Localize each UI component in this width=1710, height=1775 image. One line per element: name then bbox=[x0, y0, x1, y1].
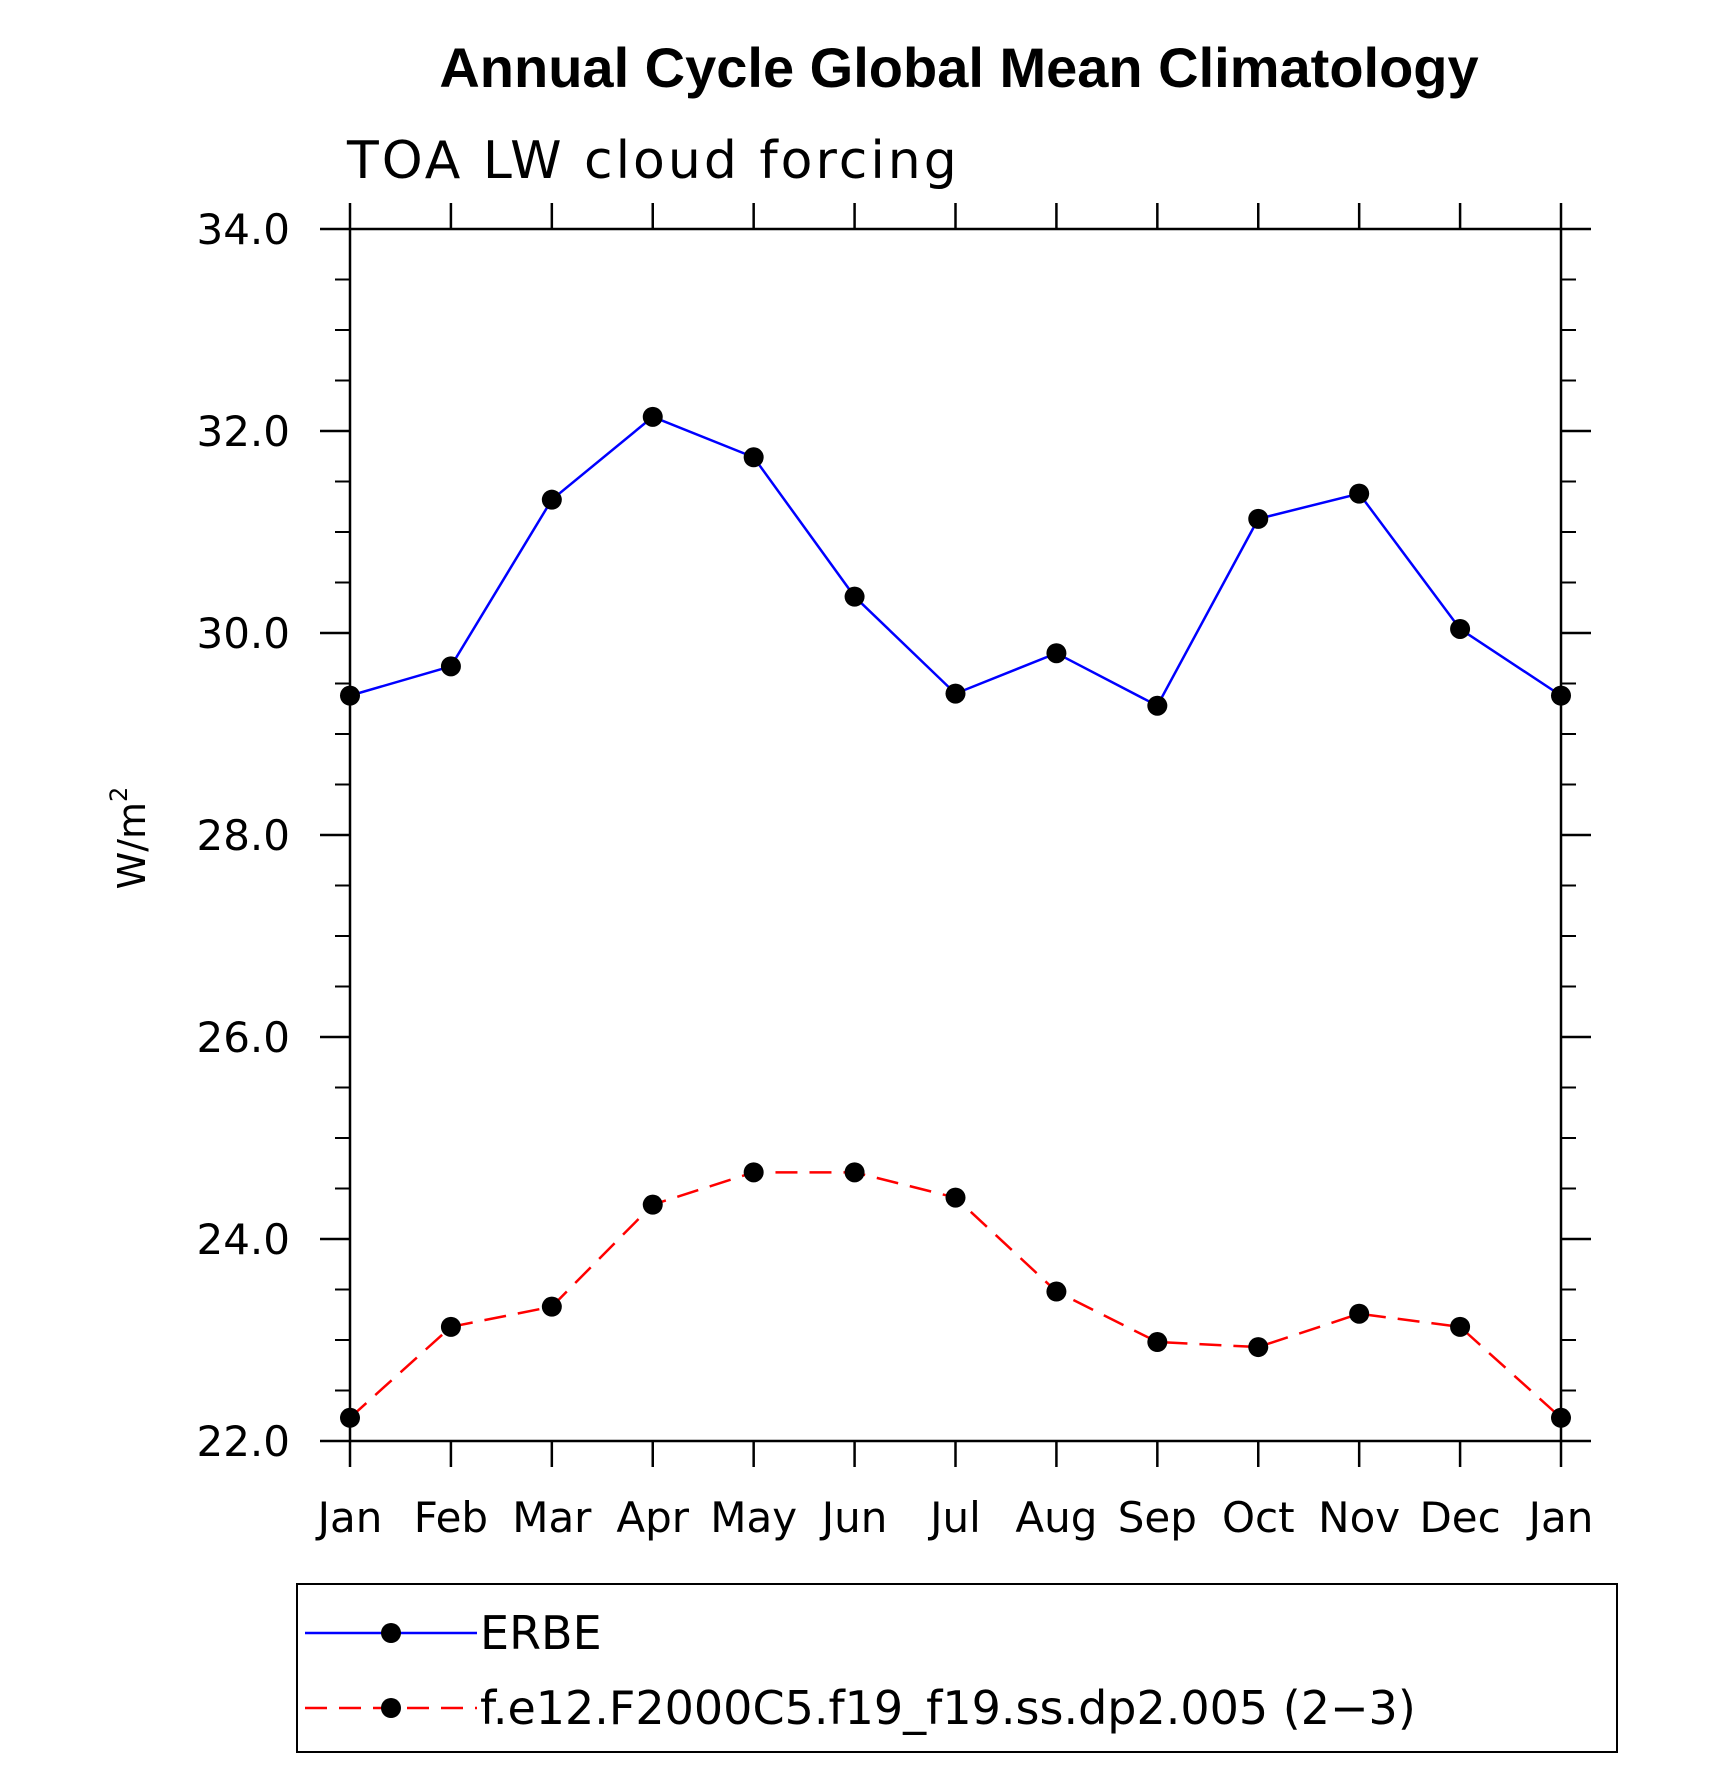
legend-box bbox=[296, 1583, 1618, 1753]
x-tick-label: Oct bbox=[1222, 1493, 1295, 1542]
x-tick-label: Dec bbox=[1419, 1493, 1500, 1542]
data-point bbox=[1551, 1407, 1571, 1428]
data-point bbox=[945, 1187, 966, 1208]
legend-label: f.e12.F2000C5.f19_f19.ss.dp2.005 (2−3) bbox=[480, 1681, 1416, 1735]
x-tick-label: Mar bbox=[512, 1493, 592, 1542]
svg-text:W/m2: W/m2 bbox=[105, 787, 154, 890]
data-point bbox=[1349, 483, 1370, 504]
data-point bbox=[743, 447, 764, 468]
data-point bbox=[945, 683, 966, 704]
y-axis-label-superscript: 2 bbox=[105, 787, 133, 802]
series-points bbox=[340, 406, 1571, 1428]
x-tick-label: Jun bbox=[819, 1493, 888, 1542]
axis-ticks bbox=[320, 203, 1591, 1467]
data-point bbox=[440, 1316, 461, 1337]
data-point bbox=[844, 1162, 865, 1183]
data-point bbox=[1147, 1332, 1168, 1353]
x-tick-label: Nov bbox=[1318, 1493, 1400, 1542]
series-line-1 bbox=[349, 1171, 1562, 1419]
chart-subtitle: TOA LW cloud forcing bbox=[346, 131, 960, 191]
data-point bbox=[844, 586, 865, 607]
legend-swatch-marker bbox=[381, 1698, 401, 1718]
data-point bbox=[1450, 1316, 1471, 1337]
y-tick-label: 34.0 bbox=[196, 205, 290, 254]
x-tick-label: May bbox=[710, 1493, 797, 1542]
data-point bbox=[642, 1194, 663, 1215]
y-tick-label: 24.0 bbox=[196, 1215, 290, 1264]
data-point bbox=[1046, 1281, 1067, 1302]
series-lines bbox=[349, 415, 1562, 1419]
data-point bbox=[541, 1296, 562, 1317]
data-point bbox=[340, 685, 360, 706]
data-point bbox=[340, 1407, 360, 1428]
data-point bbox=[642, 406, 663, 427]
chart-title: Annual Cycle Global Mean Climatology bbox=[439, 36, 1478, 99]
y-tick-label: 22.0 bbox=[196, 1417, 290, 1466]
x-tick-label: Jul bbox=[927, 1493, 981, 1542]
y-axis-label: W/m bbox=[110, 802, 154, 889]
y-tick-label: 32.0 bbox=[196, 407, 290, 456]
data-point bbox=[541, 489, 562, 510]
x-tick-label: Aug bbox=[1015, 1493, 1097, 1542]
y-tick-label: 28.0 bbox=[196, 811, 290, 860]
data-point bbox=[1046, 643, 1067, 664]
x-tick-label: Sep bbox=[1118, 1493, 1197, 1542]
data-point bbox=[1248, 1337, 1269, 1358]
y-tick-label: 30.0 bbox=[196, 609, 290, 658]
series-line-0 bbox=[349, 415, 1562, 708]
data-point bbox=[440, 656, 461, 677]
legend-label: ERBE bbox=[480, 1606, 602, 1660]
data-point bbox=[743, 1162, 764, 1183]
x-tick-label: Apr bbox=[616, 1493, 689, 1542]
data-point bbox=[1248, 508, 1269, 529]
legend: ERBE f.e12.F2000C5.f19_f19.ss.dp2.005 (2−… bbox=[296, 1583, 1618, 1753]
legend-swatch-marker bbox=[381, 1623, 401, 1643]
data-point bbox=[1147, 695, 1168, 716]
data-point bbox=[1551, 685, 1571, 706]
axis-tick-labels: Jan Feb Mar Apr May Jun Jul Aug Sep Oct Nov Dec Jan 2… bbox=[196, 205, 1593, 1542]
x-tick-label: Feb bbox=[414, 1493, 488, 1542]
y-axis-title: W/m2 bbox=[105, 787, 154, 890]
plot-frame bbox=[348, 227, 1563, 1443]
data-point bbox=[1349, 1303, 1370, 1324]
x-tick-label: Jan bbox=[315, 1493, 383, 1542]
legend-items: ERBE f.e12.F2000C5.f19_f19.ss.dp2.005 (2−… bbox=[305, 1606, 1416, 1735]
x-tick-label: Jan bbox=[1526, 1493, 1594, 1542]
y-tick-label: 26.0 bbox=[196, 1013, 290, 1062]
data-point bbox=[1450, 618, 1471, 639]
